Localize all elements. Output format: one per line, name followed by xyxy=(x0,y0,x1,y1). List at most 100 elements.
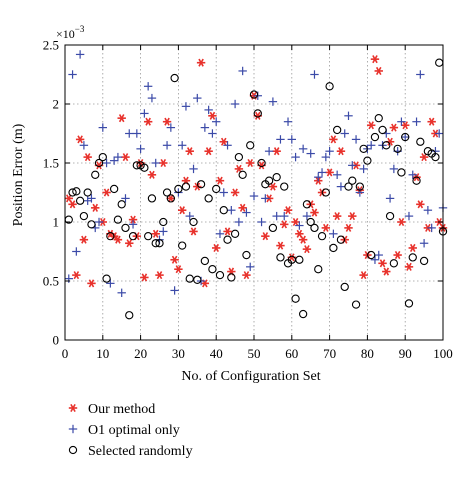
asterisk-stroke xyxy=(417,200,424,209)
data-point-o1-optimal-only xyxy=(227,206,236,215)
data-point-selected-randomly xyxy=(166,194,175,203)
data-point-our-method xyxy=(72,271,81,280)
data-point-our-method xyxy=(238,203,247,212)
asterisk-stroke xyxy=(168,194,174,203)
data-point-our-method xyxy=(166,194,176,203)
data-point-our-method xyxy=(397,217,406,227)
data-point-our-method xyxy=(174,265,183,274)
data-point-our-method xyxy=(344,223,353,232)
data-point-our-method xyxy=(268,182,278,191)
data-point-our-method xyxy=(68,200,77,209)
data-point-our-method xyxy=(151,229,160,238)
asterisk-stroke xyxy=(152,229,159,238)
legend-item-selected-randomly: Selected randomly xyxy=(68,444,193,459)
data-point-o1-optimal-only xyxy=(397,117,406,126)
data-point-selected-randomly xyxy=(91,170,100,179)
data-point-o1-optimal-only xyxy=(109,156,119,165)
data-point-selected-randomly xyxy=(325,82,334,91)
data-point-selected-randomly xyxy=(234,152,244,162)
data-point-o1-optimal-only xyxy=(200,123,210,132)
data-point-selected-randomly xyxy=(389,259,399,268)
asterisk-stroke xyxy=(194,182,201,191)
asterisk-stroke xyxy=(254,111,261,120)
asterisk-stroke xyxy=(202,279,208,288)
data-point-o1-optimal-only xyxy=(219,188,228,197)
data-point-our-method xyxy=(404,262,414,271)
legend-marker-our-method xyxy=(68,403,78,413)
data-point-selected-randomly xyxy=(151,239,160,248)
asterisk-stroke xyxy=(289,253,295,262)
data-point-selected-randomly xyxy=(321,188,330,197)
asterisk-stroke xyxy=(164,117,170,126)
data-point-selected-randomly xyxy=(397,168,406,177)
data-point-selected-randomly xyxy=(329,243,338,253)
data-point-selected-randomly xyxy=(181,182,191,191)
data-point-o1-optimal-only xyxy=(314,172,323,182)
data-point-o1-optimal-only xyxy=(374,250,383,260)
data-point-selected-randomly xyxy=(246,141,255,150)
asterisk-stroke xyxy=(296,229,303,238)
data-point-o1-optimal-only xyxy=(280,211,289,221)
data-point-o1-optimal-only xyxy=(94,217,104,227)
legend-marker-o1-optimal-only xyxy=(68,424,78,434)
data-point-our-method xyxy=(298,235,308,244)
data-point-selected-randomly xyxy=(370,132,380,142)
data-point-selected-randomly xyxy=(310,223,319,233)
data-point-o1-optimal-only xyxy=(283,117,293,126)
data-point-selected-randomly xyxy=(378,125,387,135)
data-point-our-method xyxy=(291,217,300,227)
data-point-our-method xyxy=(113,235,123,244)
data-point-o1-optimal-only xyxy=(427,223,436,233)
asterisk-stroke xyxy=(281,220,288,229)
asterisk-stroke xyxy=(205,147,212,156)
data-point-o1-optimal-only xyxy=(143,82,153,91)
data-point-o1-optimal-only xyxy=(68,70,77,79)
asterisk-stroke xyxy=(292,217,299,227)
data-point-our-method xyxy=(75,135,85,144)
asterisk-stroke xyxy=(88,279,95,288)
data-point-selected-randomly xyxy=(336,235,346,244)
data-point-o1-optimal-only xyxy=(162,141,172,150)
asterisk-stroke xyxy=(349,212,356,221)
data-point-o1-optimal-only xyxy=(193,93,202,103)
asterisk-stroke xyxy=(323,223,329,232)
asterisk-stroke xyxy=(360,271,367,280)
series-our-method xyxy=(64,55,448,288)
data-point-o1-optimal-only xyxy=(113,152,123,162)
data-point-o1-optimal-only xyxy=(215,229,225,238)
data-point-o1-optimal-only xyxy=(136,144,145,154)
data-point-selected-randomly xyxy=(106,232,115,241)
data-point-o1-optimal-only xyxy=(102,158,111,168)
data-point-our-method xyxy=(382,267,391,276)
data-point-selected-randomly xyxy=(401,132,410,142)
data-point-our-method xyxy=(272,147,281,156)
data-point-our-method xyxy=(128,215,138,224)
data-point-o1-optimal-only xyxy=(268,97,278,106)
x-tick-label: 20 xyxy=(134,346,147,361)
data-point-selected-randomly xyxy=(230,229,240,238)
data-point-our-method xyxy=(427,117,436,126)
data-point-selected-randomly xyxy=(68,188,77,197)
data-point-selected-randomly xyxy=(367,250,376,260)
data-point-o1-optimal-only xyxy=(204,105,213,115)
data-point-selected-randomly xyxy=(404,299,414,308)
asterisk-stroke xyxy=(156,271,163,280)
data-point-selected-randomly xyxy=(125,311,134,320)
asterisk-stroke xyxy=(175,265,182,274)
data-point-o1-optimal-only xyxy=(117,288,126,297)
asterisk-stroke xyxy=(145,117,151,126)
data-point-o1-optimal-only xyxy=(344,111,353,120)
data-point-our-method xyxy=(389,123,399,132)
data-point-selected-randomly xyxy=(272,173,281,182)
data-point-o1-optimal-only xyxy=(177,141,187,150)
asterisk-stroke xyxy=(190,227,197,236)
data-point-our-method xyxy=(230,188,240,197)
data-point-o1-optimal-only xyxy=(106,279,115,288)
data-point-o1-optimal-only xyxy=(340,129,349,138)
data-point-our-method xyxy=(329,135,338,144)
data-point-selected-randomly xyxy=(159,217,168,227)
data-point-o1-optimal-only xyxy=(264,147,274,156)
asterisk-stroke xyxy=(160,158,167,168)
data-point-our-method xyxy=(348,212,357,221)
series-selected-randomly xyxy=(64,58,448,320)
